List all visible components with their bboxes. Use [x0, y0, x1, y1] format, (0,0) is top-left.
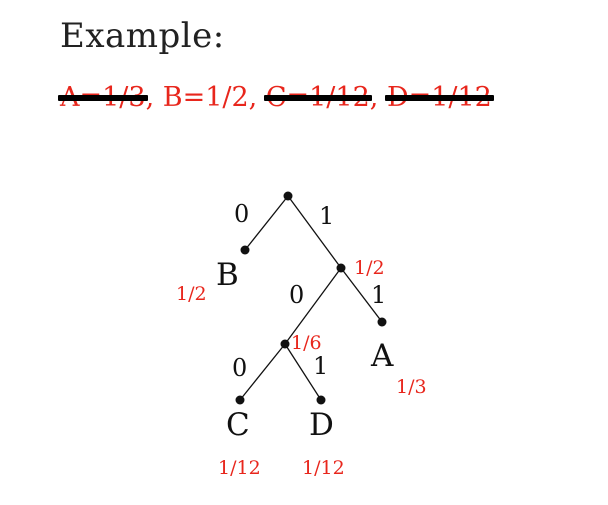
edge-label-root-right: 1 — [319, 202, 334, 230]
prob-label-n1: 1/2 — [354, 257, 385, 279]
edge-root-b — [244, 195, 289, 251]
node-a — [377, 317, 387, 327]
prob-b: B=1/2 — [162, 82, 249, 113]
prob-d-struck: D=1/12 — [386, 82, 492, 113]
edge-label-n2-right: 1 — [313, 352, 328, 380]
node-n1 — [336, 263, 346, 273]
edge-root-n1 — [287, 195, 342, 269]
edge-label-n1-left: 0 — [289, 281, 304, 309]
leaf-name-b: B — [216, 257, 239, 293]
edge-n2-d — [284, 343, 322, 401]
edge-n1-n2 — [284, 267, 342, 345]
node-root — [283, 191, 293, 201]
probability-list: A=1/3, B=1/2, C=1/12, D=1/12 — [60, 82, 492, 113]
edge-n1-a — [340, 267, 383, 323]
prob-label-a: 1/3 — [396, 376, 427, 398]
node-c — [235, 395, 245, 405]
separator: , — [248, 82, 266, 113]
prob-label-d: 1/12 — [302, 457, 345, 479]
edge-label-root-left: 0 — [234, 200, 249, 228]
separator: , — [145, 82, 163, 113]
prob-a-struck: A=1/3 — [60, 82, 146, 113]
edge-label-n2-left: 0 — [232, 354, 247, 382]
node-n2 — [280, 339, 290, 349]
prob-label-b: 1/2 — [176, 283, 207, 305]
example-heading: Example: — [60, 16, 225, 56]
edge-label-n1-right: 1 — [371, 281, 386, 309]
node-d — [316, 395, 326, 405]
prob-c-struck: C=1/12 — [265, 82, 370, 113]
separator: , — [369, 82, 387, 113]
leaf-name-c: C — [226, 407, 250, 443]
leaf-name-a: A — [370, 338, 394, 374]
prob-label-n2: 1/6 — [291, 332, 322, 354]
node-b — [240, 245, 250, 255]
edge-n2-c — [239, 343, 286, 401]
leaf-name-d: D — [309, 407, 334, 443]
prob-label-c: 1/12 — [218, 457, 261, 479]
